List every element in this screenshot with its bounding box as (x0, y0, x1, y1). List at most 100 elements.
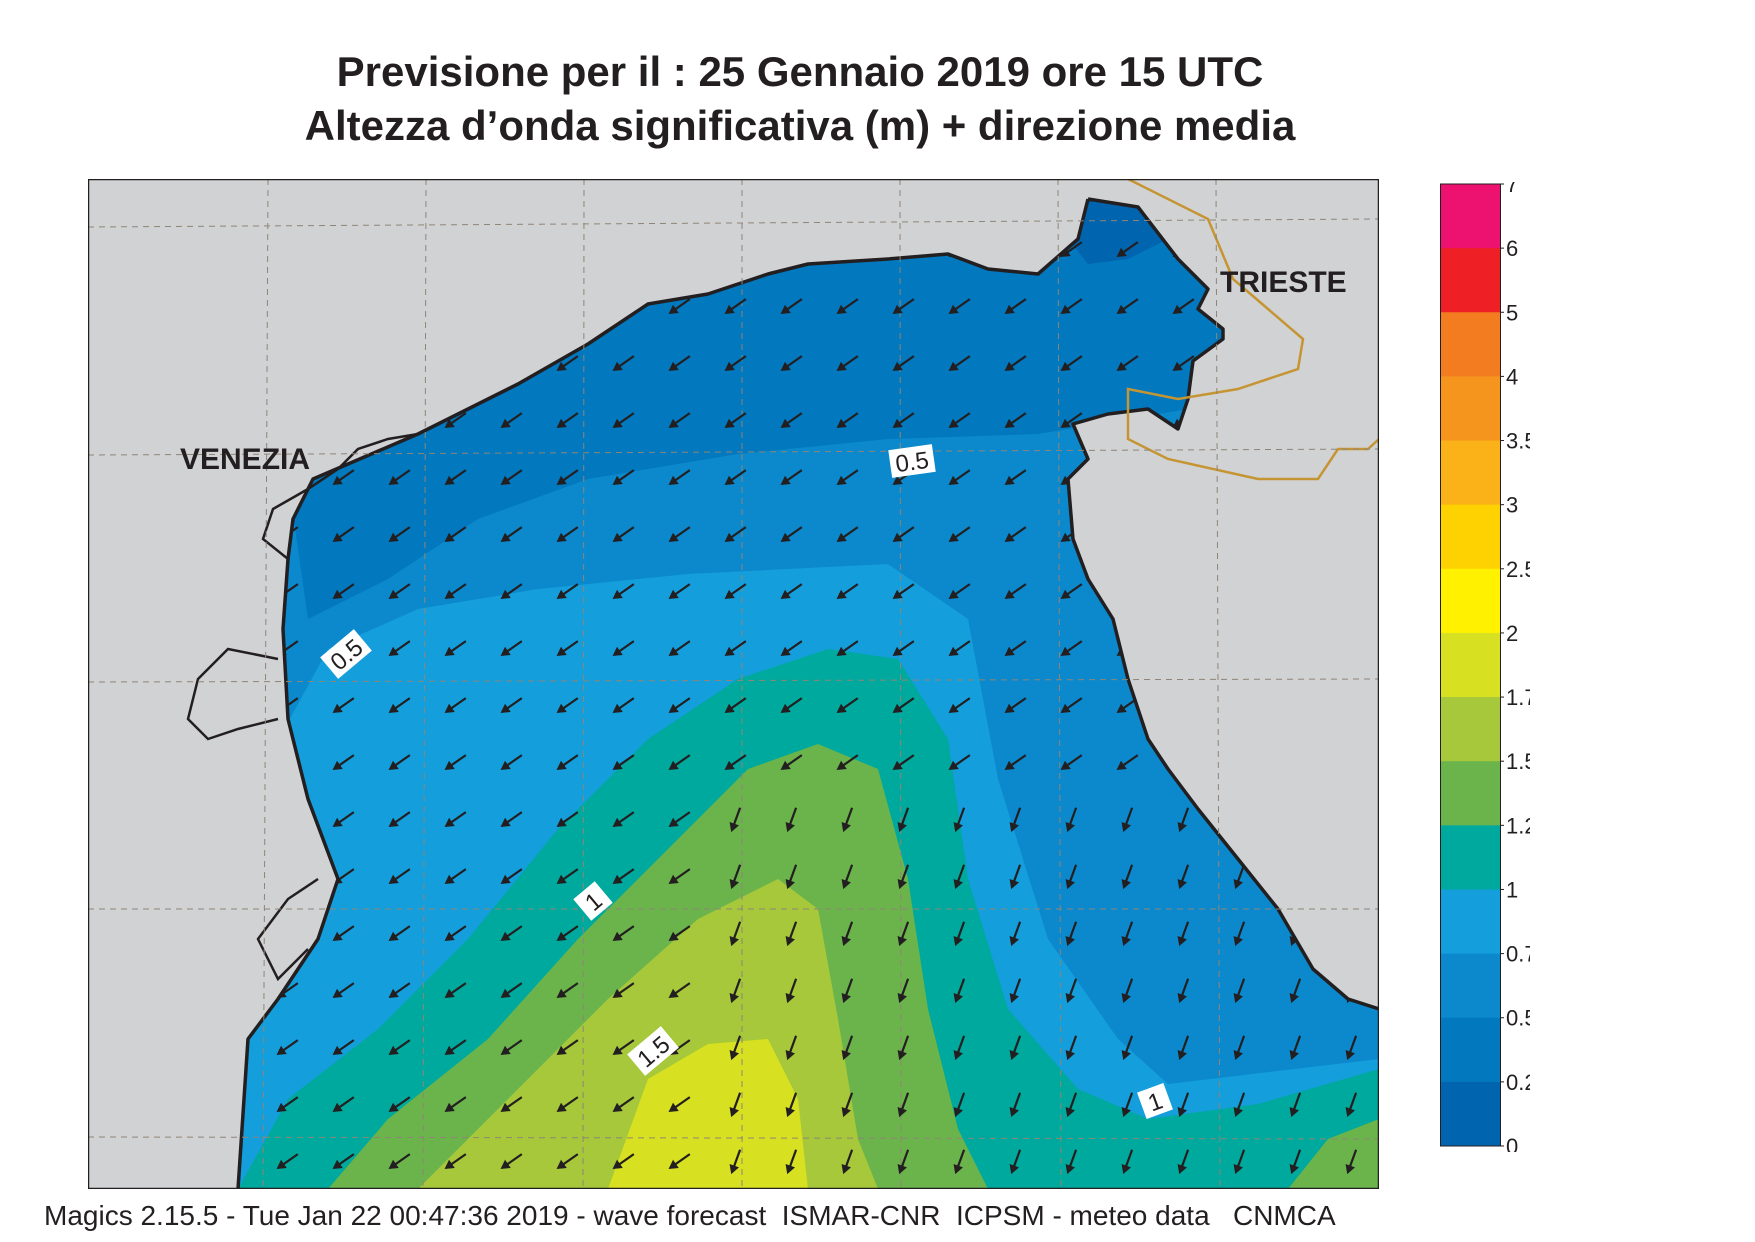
arrow-head (1004, 475, 1015, 486)
arrow-head (556, 361, 567, 372)
direction-arrow (841, 807, 854, 833)
direction-arrow (1172, 355, 1195, 372)
arrow-head (948, 304, 959, 315)
arrow-head (668, 589, 679, 600)
direction-arrow (1065, 1149, 1078, 1175)
arrow-head (897, 1106, 907, 1118)
direction-arrow (1177, 1149, 1190, 1175)
direction-arrow (836, 526, 859, 543)
direction-arrow (668, 355, 691, 372)
direction-arrow (332, 1153, 355, 1170)
direction-arrow (892, 697, 915, 714)
direction-arrow (388, 526, 411, 543)
direction-arrow (556, 469, 579, 486)
direction-arrow (556, 982, 579, 999)
direction-arrow (785, 1092, 798, 1118)
legend-band (1440, 697, 1501, 762)
direction-arrow (841, 921, 854, 947)
arrow-head (556, 1045, 567, 1056)
direction-arrow (444, 412, 467, 429)
direction-arrow (500, 1153, 523, 1170)
arrow-head (500, 931, 511, 942)
legend-band (1440, 761, 1501, 826)
arrow-head (1345, 1106, 1355, 1118)
legend-tick-label: 4 (1506, 364, 1518, 389)
direction-arrow (785, 921, 798, 947)
grid-lines (88, 179, 1379, 1189)
direction-arrow (444, 868, 467, 885)
direction-arrow (897, 921, 910, 947)
legend-tick-label: 1.25 (1506, 813, 1530, 838)
arrow-head (500, 475, 511, 486)
arrow-head (729, 821, 739, 833)
arrow-head (332, 931, 343, 942)
arrow-head (1121, 878, 1131, 890)
arrow-head (556, 532, 567, 543)
arrow-head (668, 874, 679, 885)
arrow-head (612, 931, 623, 942)
arrow-head (836, 646, 847, 657)
legend-bands (1440, 184, 1501, 1147)
arrow-head (332, 1159, 343, 1170)
direction-arrow (500, 1096, 523, 1113)
arrow-head (836, 532, 847, 543)
arrow-head (1177, 935, 1187, 947)
direction-arrow (1116, 355, 1139, 372)
direction-arrow (388, 925, 411, 942)
grid-meridian (1057, 179, 1062, 1189)
arrow-head (1060, 418, 1071, 429)
direction-arrow (948, 697, 971, 714)
direction-arrow (841, 1035, 854, 1061)
direction-arrow (668, 925, 691, 942)
direction-arrow (780, 526, 803, 543)
direction-arrow (948, 640, 971, 657)
direction-arrow (948, 583, 971, 600)
direction-arrow (556, 1153, 579, 1170)
arrow-head (780, 532, 791, 543)
arrow-head (785, 1106, 795, 1118)
place-label-trieste: TRIESTE (1220, 266, 1347, 299)
direction-arrow (556, 754, 579, 771)
arrow-head (1009, 1049, 1019, 1061)
direction-arrow (785, 807, 798, 833)
grid-meridian (582, 179, 585, 1189)
band-1.75-2 (608, 1039, 808, 1189)
direction-arrow (780, 583, 803, 600)
arrow-head (668, 475, 679, 486)
arrow-head (1004, 361, 1015, 372)
direction-arrow (556, 640, 579, 657)
direction-arrow (388, 583, 411, 600)
arrow-head (388, 1045, 399, 1056)
arrow-head (1289, 935, 1299, 947)
direction-arrow (500, 412, 523, 429)
arrow-head (892, 418, 903, 429)
border-line (1126, 179, 1379, 481)
direction-arrow (892, 298, 915, 315)
arrow-head (1060, 247, 1071, 258)
direction-arrow (724, 355, 747, 372)
arrow-head (1121, 1049, 1131, 1061)
legend-ticks: 7 6 5 4 3.5 3 2.5 2 1.75 1.5 1.25 1 0.75 0.5 0.25 0 (1500, 182, 1530, 1152)
direction-arrow (332, 754, 355, 771)
legend-band (1440, 825, 1501, 890)
direction-arrow (724, 583, 747, 600)
arrow-head (897, 1163, 907, 1175)
arrow-head (444, 1159, 455, 1170)
arrow-head (953, 1163, 963, 1175)
arrow-head (444, 817, 455, 828)
direction-arrow (836, 640, 859, 657)
grid-meridian (422, 179, 427, 1189)
direction-arrow (612, 811, 635, 828)
direction-arrow (785, 864, 798, 890)
color-scale-legend: 7 6 5 4 3.5 3 2.5 2 1.75 1.5 1.25 1 0.75 0.5 0.25 0 (1440, 182, 1530, 1152)
arrow-head (1065, 1049, 1075, 1061)
direction-arrow (556, 412, 579, 429)
arrow-head (668, 1102, 679, 1113)
arrow-head (892, 532, 903, 543)
arrow-head (556, 817, 567, 828)
direction-arrow (1065, 1092, 1078, 1118)
arrow-head (780, 589, 791, 600)
direction-arrow (729, 807, 742, 833)
direction-arrow (668, 1096, 691, 1113)
legend-tick-label: 7 (1506, 182, 1518, 197)
